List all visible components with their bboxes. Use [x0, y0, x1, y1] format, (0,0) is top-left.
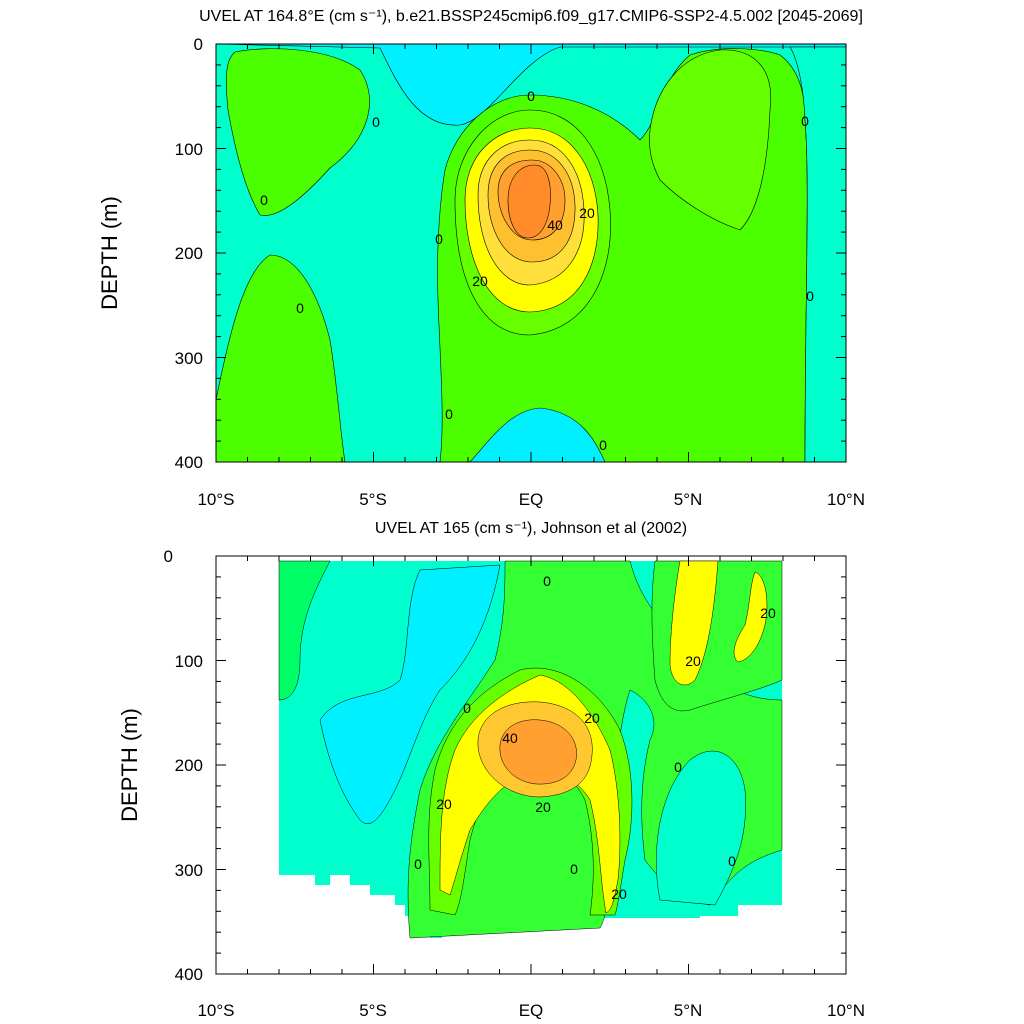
top-chart-title: UVEL AT 164.8°E (cm s⁻¹), b.e21.BSSP245c…: [199, 8, 863, 25]
bottom-x-tick-label: 5°N: [674, 1001, 703, 1020]
top-fill-upper-right: [649, 49, 772, 231]
bottom-contour-label: 20: [436, 796, 452, 812]
top-x-tick-label: 5°N: [674, 490, 703, 509]
bottom-contour-label: 0: [728, 853, 736, 869]
bottom-y-tick-label: 100: [175, 652, 203, 671]
top-x-tick-label: 10°S: [197, 490, 234, 509]
top-y-tick-label: 200: [175, 244, 203, 263]
bottom-x-tick-labels: 10°S 5°S EQ 5°N 10°N: [197, 1001, 865, 1020]
top-y-axis-title: DEPTH (m): [97, 196, 122, 310]
top-y-tick-label: 100: [175, 140, 203, 159]
bottom-x-tick-label: 10°S: [197, 1001, 234, 1020]
bottom-y-tick-label: 400: [175, 965, 203, 984]
top-fill-lower-left: [216, 254, 346, 462]
top-contour-label: 0: [599, 437, 607, 453]
top-contour-label: 20: [579, 205, 595, 221]
top-contour-label: 20: [472, 273, 488, 289]
bottom-chart-title: UVEL AT 165 (cm s⁻¹), Johnson et al (200…: [375, 520, 687, 537]
top-y-tick-label: 300: [175, 349, 203, 368]
top-contour-fill: [216, 44, 846, 462]
top-fill-surface-negative: [216, 44, 846, 126]
bottom-fill-right-cyan: [656, 750, 746, 906]
top-contour-label: 0: [372, 114, 380, 130]
top-x-tick-label: 5°S: [359, 490, 387, 509]
bottom-fill-right-streak-20a: [669, 560, 719, 686]
top-contour-labels: 0 0 0 0 0 0 0 0 0 20 20 40: [260, 88, 814, 453]
bottom-y-tick-label: 300: [175, 861, 203, 880]
bottom-contour-label: 20: [584, 710, 600, 726]
top-contour-label: 0: [527, 88, 535, 104]
top-panel: UVEL AT 164.8°E (cm s⁻¹), b.e21.BSSP245c…: [97, 8, 865, 509]
bottom-contour-label: 20: [535, 799, 551, 815]
bottom-fill-negative-left: [319, 564, 501, 824]
bottom-x-tick-label: EQ: [519, 1001, 544, 1020]
bottom-contour-label: 20: [685, 653, 701, 669]
bottom-y-tick-labels: 0 100 200 300 400: [164, 547, 203, 984]
bottom-contour-label: 0: [463, 700, 471, 716]
top-fill-right-strip: [789, 46, 846, 462]
top-contour-label: 0: [435, 231, 443, 247]
bottom-contour-label: 0: [543, 573, 551, 589]
bottom-contour-label: 0: [674, 759, 682, 775]
bottom-y-tick-label: 200: [175, 756, 203, 775]
top-x-tick-labels: 10°S 5°S EQ 5°N 10°N: [197, 490, 865, 509]
top-contour-label: 40: [547, 217, 563, 233]
top-contour-label: 0: [296, 300, 304, 316]
top-y-tick-label: 400: [175, 453, 203, 472]
bottom-x-tick-label: 5°S: [359, 1001, 387, 1020]
bottom-contour-labels: 0 0 0 0 0 0 20 20 20 20 20 20 40: [414, 573, 776, 902]
bottom-panel: UVEL AT 165 (cm s⁻¹), Johnson et al (200…: [117, 520, 865, 1020]
bottom-y-tick-label: 0: [164, 547, 173, 566]
top-x-tick-label: 10°N: [827, 490, 865, 509]
bottom-contour-label: 0: [570, 861, 578, 877]
top-fill-50: [507, 164, 551, 239]
bottom-contour-label: 40: [502, 730, 518, 746]
top-contour-label: 0: [260, 192, 268, 208]
bottom-contour-fill: [278, 560, 783, 939]
bottom-axis-ticks: [215, 555, 847, 975]
bottom-fill-40-core: [499, 719, 577, 785]
top-y-tick-labels: 0 100 200 300 400: [175, 35, 203, 472]
top-contour-label: 0: [445, 406, 453, 422]
bottom-contour-label: 20: [760, 605, 776, 621]
top-y-tick-label: 0: [194, 35, 203, 54]
top-fill-bottom-negative-top: [469, 407, 606, 462]
bottom-fill-pos-left: [278, 560, 331, 701]
top-x-tick-label: EQ: [519, 490, 544, 509]
bottom-contour-label: 0: [414, 856, 422, 872]
top-axis-ticks: [215, 43, 847, 463]
top-contour-label: 0: [801, 113, 809, 129]
bottom-fill-right-streak-20b: [733, 571, 768, 663]
bottom-y-axis-title: DEPTH (m): [117, 708, 142, 822]
bottom-contour-label: 20: [611, 886, 627, 902]
top-fill-upper-left: [225, 48, 370, 216]
bottom-x-tick-label: 10°N: [827, 1001, 865, 1020]
top-contour-label: 0: [806, 288, 814, 304]
